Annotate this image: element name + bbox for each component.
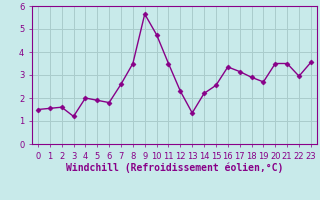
X-axis label: Windchill (Refroidissement éolien,°C): Windchill (Refroidissement éolien,°C) xyxy=(66,162,283,173)
